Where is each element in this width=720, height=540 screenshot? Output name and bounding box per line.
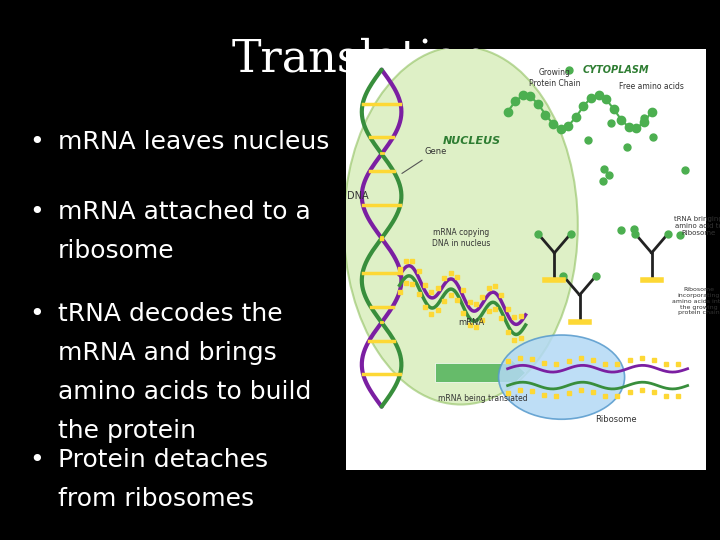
- Text: •: •: [29, 302, 43, 326]
- Text: mRNA attached to a: mRNA attached to a: [58, 200, 310, 224]
- Text: mRNA copying
DNA in nucleus: mRNA copying DNA in nucleus: [431, 228, 490, 248]
- Text: mRNA being translated: mRNA being translated: [438, 394, 527, 403]
- Text: Free amino acids: Free amino acids: [619, 82, 684, 91]
- Text: Ribosome: Ribosome: [595, 415, 636, 424]
- Text: DNA: DNA: [347, 191, 369, 201]
- Text: Ribosome
incorporating
amino acids into
the growing
protein chain: Ribosome incorporating amino acids into …: [672, 287, 720, 315]
- Text: Protein detaches: Protein detaches: [58, 448, 268, 472]
- Text: amino acids to build: amino acids to build: [58, 380, 311, 404]
- Text: •: •: [29, 130, 43, 153]
- Text: tRNA bringing
amino acid to
Ribosome: tRNA bringing amino acid to Ribosome: [674, 215, 720, 235]
- Text: ribosome: ribosome: [58, 239, 174, 262]
- Text: NUCLEUS: NUCLEUS: [443, 136, 500, 146]
- Text: the protein: the protein: [58, 419, 196, 443]
- Text: •: •: [29, 448, 43, 472]
- Ellipse shape: [344, 46, 578, 404]
- Text: •: •: [29, 200, 43, 224]
- Text: mRNA and brings: mRNA and brings: [58, 341, 276, 365]
- Text: mRNA leaves nucleus: mRNA leaves nucleus: [58, 130, 329, 153]
- FancyArrow shape: [436, 359, 526, 387]
- Text: Translation: Translation: [232, 38, 488, 81]
- Text: from ribosomes: from ribosomes: [58, 487, 253, 511]
- Text: mRNA: mRNA: [459, 318, 485, 327]
- Text: CYTOPLASM: CYTOPLASM: [582, 65, 649, 75]
- Ellipse shape: [498, 335, 625, 419]
- Text: tRNA decodes the: tRNA decodes the: [58, 302, 282, 326]
- Text: Gene: Gene: [402, 147, 447, 173]
- Text: Growing
Protein Chain: Growing Protein Chain: [528, 69, 580, 88]
